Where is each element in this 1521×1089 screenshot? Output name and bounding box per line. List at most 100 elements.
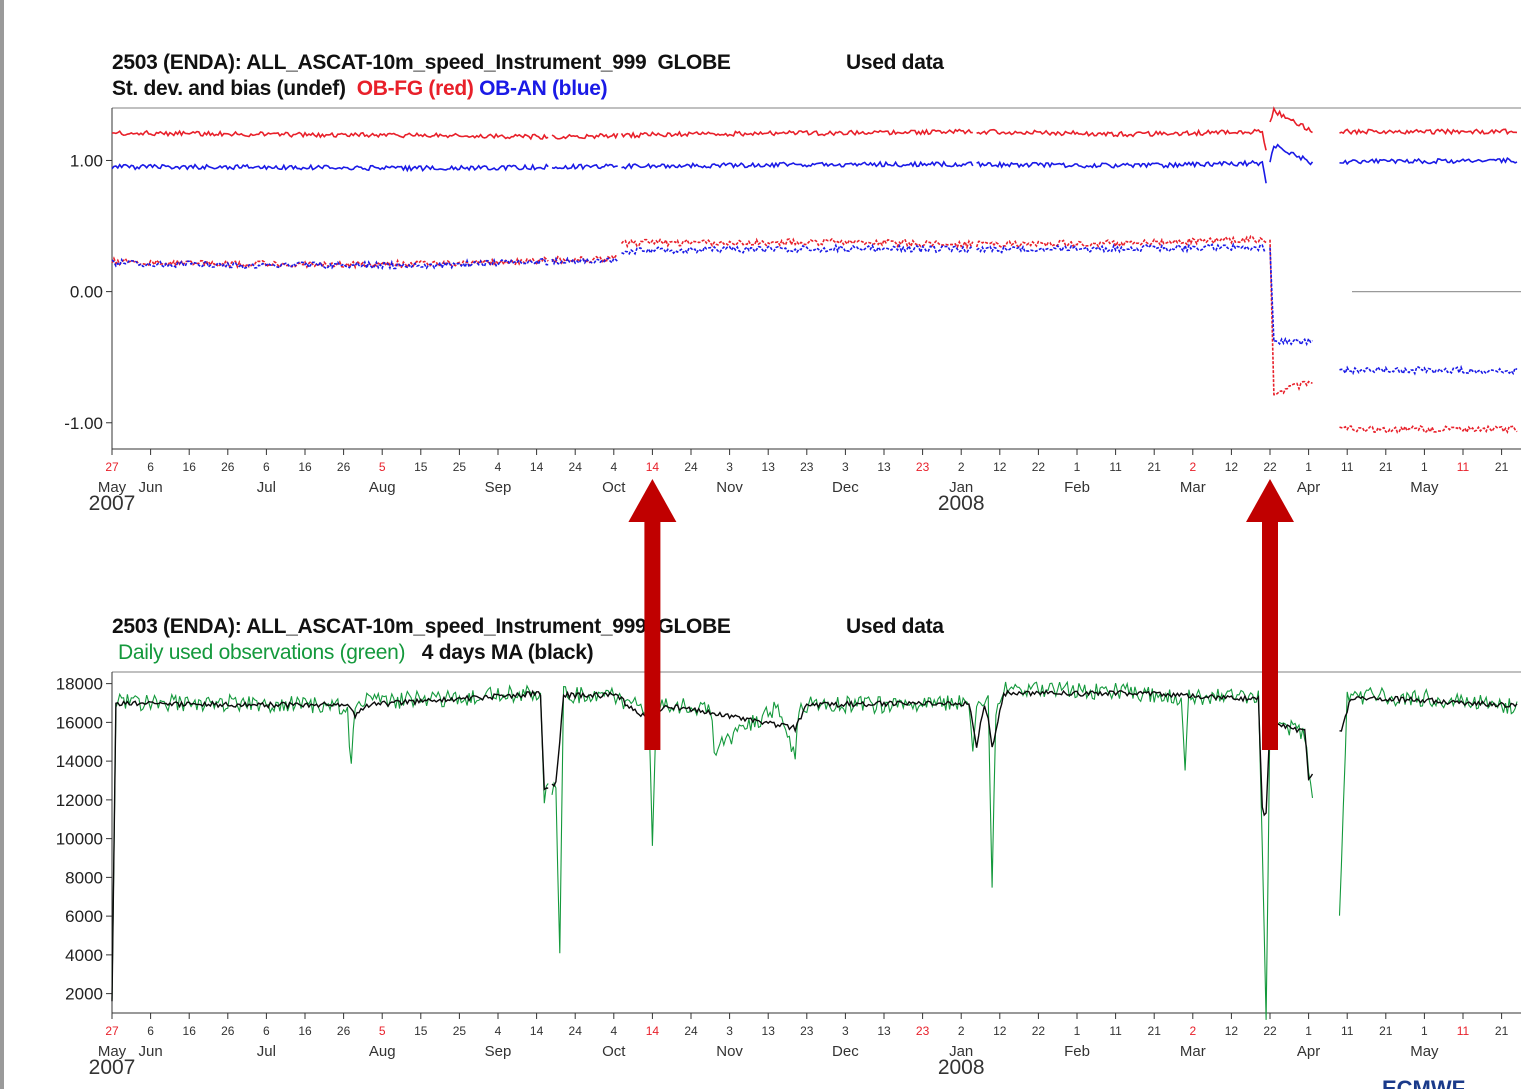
x-tick-day-label: 27	[105, 1024, 119, 1038]
series-bias-e8202a-line	[1339, 424, 1518, 435]
x-tick-month-label: Mar	[1180, 1043, 1206, 1060]
red-arrow-annotation	[628, 479, 677, 750]
x-tick-day-label: 16	[183, 1024, 197, 1038]
x-tick-day-label: 1	[1074, 1024, 1081, 1038]
x-tick-day-label: 27	[105, 460, 119, 474]
series-0a0a0a-line	[1339, 695, 1518, 732]
series-bias-1a1ae6-line	[551, 256, 619, 266]
series-bias-1a1ae6-line	[976, 242, 1267, 254]
x-tick-month-label: Apr	[1297, 1043, 1320, 1060]
x-tick-day-label: 12	[993, 1024, 1007, 1038]
x-axis-year-label: 2007	[89, 1056, 136, 1079]
x-tick-day-label: 25	[453, 460, 467, 474]
x-tick-day-label: 2	[958, 460, 965, 474]
ecmwf-logo: ECMWF	[1382, 1076, 1465, 1089]
x-tick-day-label: 1	[1074, 460, 1081, 474]
chart-panel-0: 1.00 0.00 -1.00 27 May 6 Jun 16 26 6 Jul 16 26 5 Aug 15…	[64, 106, 1521, 515]
series-stdev-1a1ae6-line	[551, 162, 618, 171]
x-tick-month-label: May	[98, 479, 127, 496]
x-tick-day-label: 23	[916, 1024, 930, 1038]
x-tick-day-label: 6	[263, 1024, 270, 1038]
x-tick-day-label: 15	[414, 460, 428, 474]
red-arrow-annotation	[1246, 479, 1294, 750]
bottom-chart-title: 2503 (ENDA): ALL_ASCAT-10m_speed_Instrum…	[112, 615, 731, 638]
x-tick-day-label: 11	[1457, 1024, 1470, 1038]
x-tick-month-label: May	[1410, 479, 1439, 496]
arrow-shaft	[1262, 520, 1278, 750]
x-tick-day-label: 4	[495, 460, 502, 474]
x-tick-day-label: 3	[726, 1024, 733, 1038]
series-bias-e8202a-line	[975, 235, 1267, 249]
x-tick-day-label: 1	[1421, 460, 1428, 474]
series-bias-1a1ae6-line	[111, 257, 549, 271]
x-tick-month-label: Apr	[1297, 479, 1320, 496]
series-stdev-1a1ae6-line	[621, 160, 974, 170]
x-tick-day-label: 26	[221, 460, 235, 474]
x-tick-month-label: Jan	[949, 479, 973, 496]
x-tick-month-label: Feb	[1064, 1043, 1090, 1060]
y-tick-label: 18000	[56, 675, 103, 694]
x-tick-day-label: 21	[1379, 1024, 1393, 1038]
y-tick-label: 2000	[65, 985, 103, 1004]
x-tick-day-label: 16	[183, 460, 197, 474]
x-tick-day-label: 11	[1341, 1024, 1354, 1038]
series-bias-1a1ae6-line	[621, 243, 974, 256]
x-tick-month-label: Feb	[1064, 479, 1090, 496]
x-tick-month-label: Nov	[716, 1043, 743, 1060]
x-tick-day-label: 24	[684, 460, 698, 474]
x-tick-day-label: 6	[147, 1024, 154, 1038]
x-tick-day-label: 4	[610, 1024, 617, 1038]
series-bias-1a1ae6-line	[1269, 247, 1313, 347]
x-tick-day-label: 25	[453, 1024, 467, 1038]
x-tick-month-label: Sep	[485, 1043, 512, 1060]
x-tick-month-label: Jul	[257, 1043, 276, 1060]
top-chart-subtitle: St. dev. and bias (undef) OB-FG (red) OB…	[112, 77, 608, 101]
x-tick-day-label: 11	[1109, 1024, 1122, 1038]
series-stdev-e8202a-line	[111, 129, 549, 141]
series-stdev-e8202a-line	[1339, 128, 1518, 136]
x-tick-day-label: 21	[1495, 460, 1509, 474]
chart-panel-1: 1800016000140001200010000800060004000200…	[56, 671, 1521, 1079]
x-tick-month-label: Mar	[1180, 479, 1206, 496]
top-subtitle-prefix: St. dev. and bias (undef)	[112, 77, 346, 100]
series-bias-e8202a-line	[620, 237, 974, 250]
x-tick-day-label: 14	[530, 460, 544, 474]
x-tick-month-label: Oct	[602, 1043, 626, 1060]
y-tick-label: 8000	[65, 868, 103, 887]
x-tick-day-label: 13	[762, 460, 776, 474]
x-tick-day-label: 2	[1189, 460, 1196, 474]
series-stdev-1a1ae6-line	[976, 159, 1267, 184]
x-tick-day-label: 24	[569, 460, 583, 474]
x-tick-day-label: 22	[1263, 460, 1277, 474]
top-chart-status: Used data	[846, 51, 944, 74]
x-tick-month-label: Oct	[602, 479, 626, 496]
x-tick-month-label: Nov	[716, 479, 743, 496]
top-chart-title: 2503 (ENDA): ALL_ASCAT-10m_speed_Instrum…	[112, 51, 731, 74]
x-tick-day-label: 16	[298, 1024, 312, 1038]
x-tick-day-label: 1	[1305, 1024, 1312, 1038]
series-stdev-e8202a-line	[1269, 106, 1313, 134]
series-0a0a0a-line	[111, 689, 549, 1002]
x-tick-day-label: 2	[1189, 1024, 1196, 1038]
x-tick-day-label: 13	[877, 1024, 891, 1038]
x-tick-day-label: 12	[1225, 460, 1239, 474]
x-tick-day-label: 3	[842, 1024, 849, 1038]
x-tick-day-label: 16	[298, 460, 312, 474]
arrow-head	[628, 479, 677, 522]
x-tick-month-label: Dec	[832, 1043, 859, 1060]
y-tick-label: 1.00	[70, 151, 103, 170]
x-tick-day-label: 13	[877, 460, 891, 474]
y-tick-label: -1.00	[64, 414, 103, 433]
series-14993c-line	[111, 684, 549, 1000]
x-tick-day-label: 14	[646, 460, 660, 474]
x-tick-day-label: 3	[842, 460, 849, 474]
x-tick-day-label: 12	[993, 460, 1007, 474]
x-tick-month-label: Jul	[257, 479, 276, 496]
series-stdev-e8202a-line	[551, 132, 619, 140]
y-tick-label: 0.00	[70, 283, 103, 302]
x-tick-month-label: Aug	[369, 1043, 396, 1060]
x-tick-day-label: 22	[1263, 1024, 1277, 1038]
x-tick-day-label: 1	[1421, 1024, 1428, 1038]
x-tick-day-label: 14	[530, 1024, 544, 1038]
x-axis-year-label: 2008	[938, 1056, 985, 1079]
